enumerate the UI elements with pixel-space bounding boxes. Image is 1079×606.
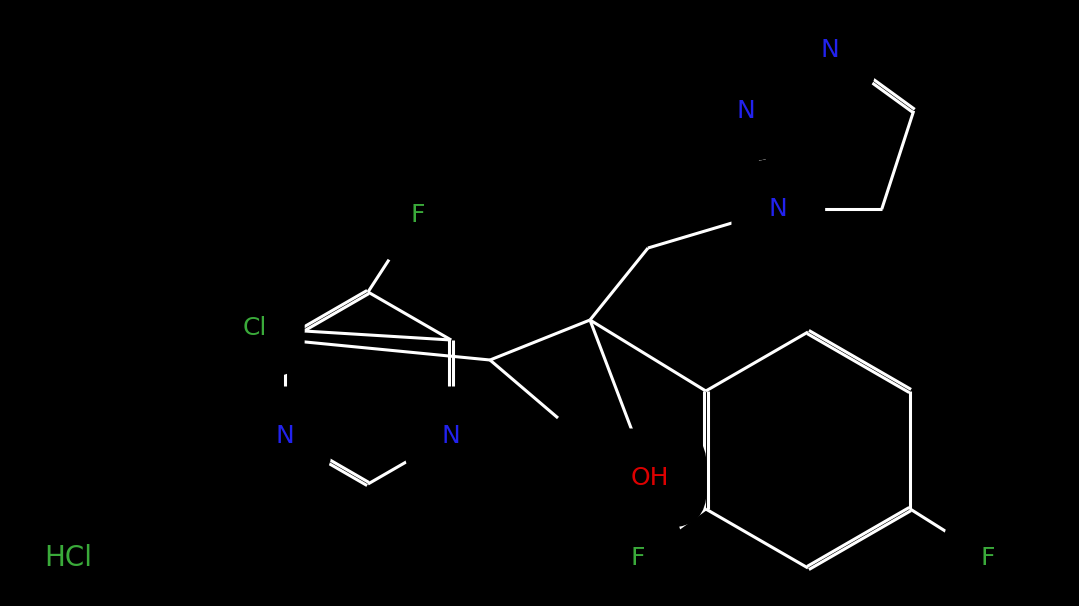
Text: F: F (411, 203, 425, 227)
Text: Cl: Cl (243, 316, 268, 340)
Text: F: F (981, 546, 995, 570)
Text: N: N (821, 38, 839, 62)
Text: N: N (769, 197, 788, 221)
Text: N: N (275, 424, 295, 448)
Text: HCl: HCl (44, 544, 92, 572)
Text: OH: OH (631, 466, 669, 490)
Text: N: N (737, 99, 755, 123)
Text: F: F (631, 546, 645, 570)
Text: N: N (441, 424, 461, 448)
